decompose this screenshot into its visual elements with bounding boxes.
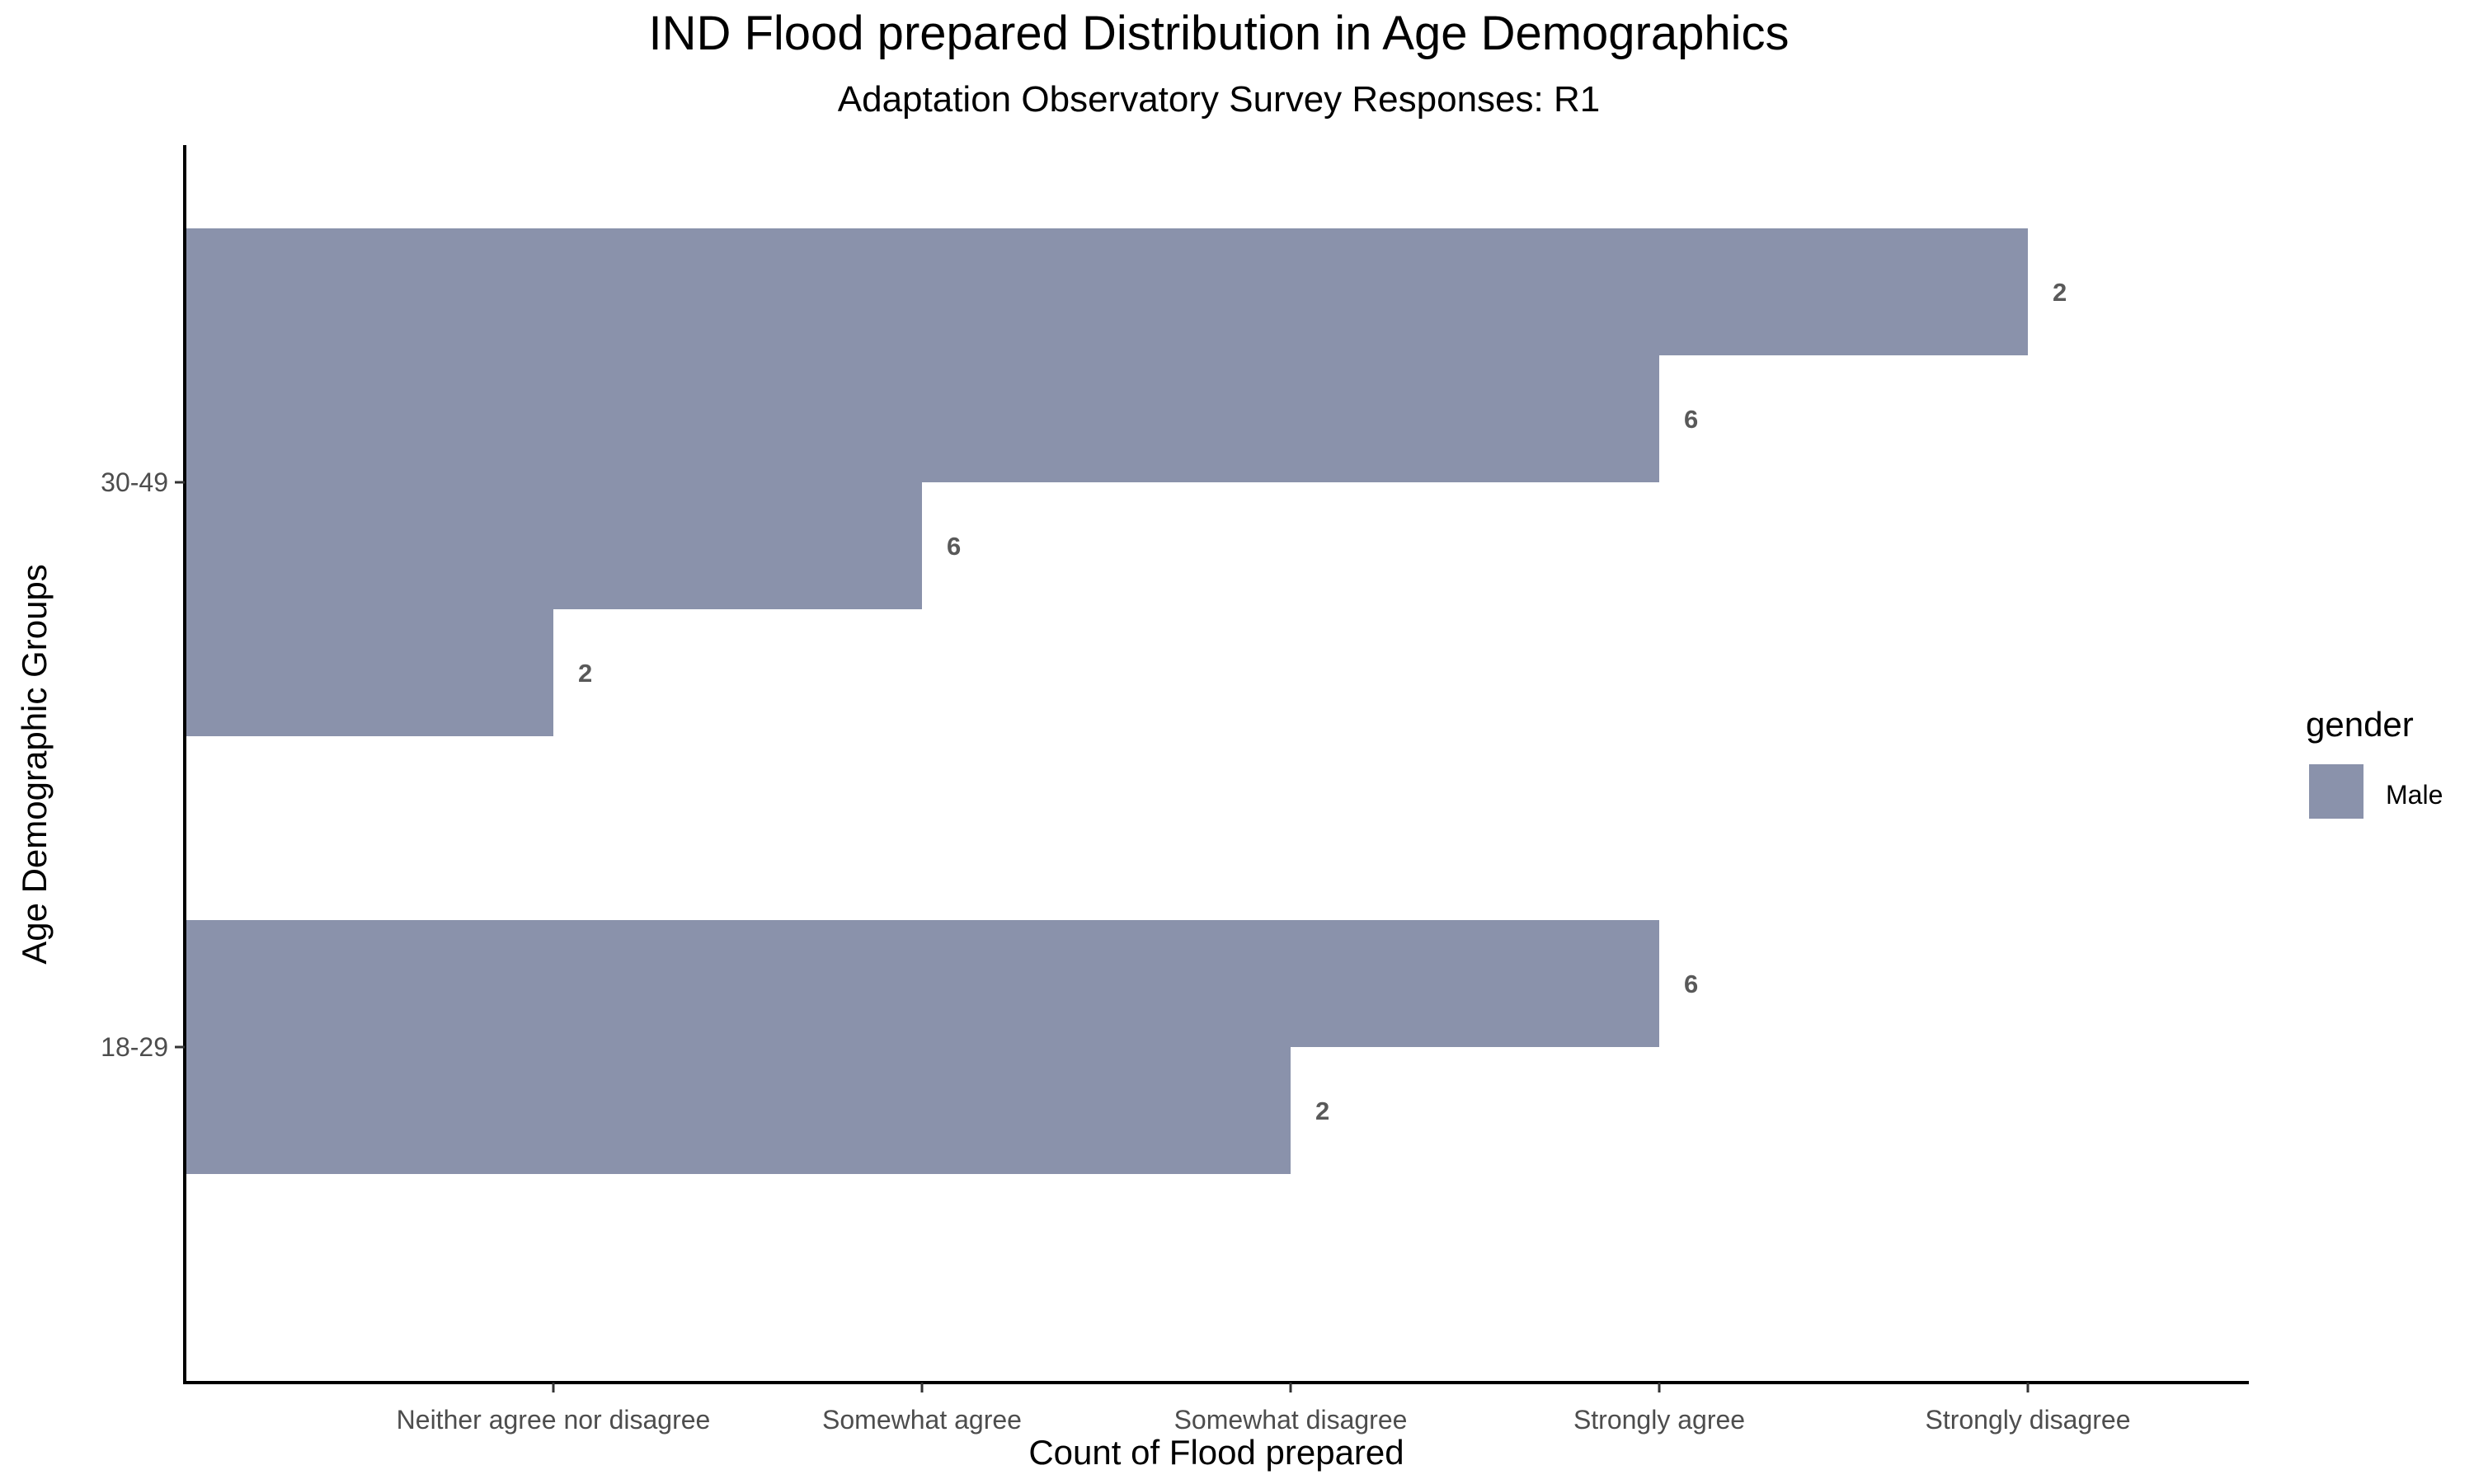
- legend-title: gender: [2306, 705, 2414, 744]
- x-tick-label-strongly-agree: Strongly agree: [1573, 1405, 1745, 1435]
- y-tick-label-30-49: 30-49: [101, 467, 168, 497]
- x-tick-label-strongly-disagree: Strongly disagree: [1925, 1405, 2130, 1435]
- bar-label-30-49-neither-agree-nor-disagree: 2: [578, 659, 592, 688]
- bar-30-49-strongly-agree: [185, 355, 1659, 482]
- x-tick-label-somewhat-agree: Somewhat agree: [822, 1405, 1022, 1435]
- bar-30-49-strongly-disagree: [185, 228, 2028, 355]
- bars-layer: [185, 228, 2028, 1174]
- bar-label-18-29-somewhat-disagree: 2: [1315, 1097, 1329, 1125]
- x-axis-title: Count of Flood prepared: [1028, 1433, 1404, 1472]
- y-ticks: 18-29 30-49: [101, 467, 185, 1062]
- legend-swatch-male: [2309, 764, 2363, 819]
- bar-labels-layer: 2 6 6 2 6 2: [578, 278, 2067, 1125]
- legend: gender Male: [2306, 705, 2443, 819]
- bar-30-49-somewhat-agree: [185, 482, 922, 609]
- y-axis-title: Age Demographic Groups: [15, 564, 54, 965]
- bar-18-29-strongly-agree: [185, 920, 1659, 1047]
- bar-label-30-49-strongly-disagree: 2: [2053, 278, 2067, 307]
- bar-label-30-49-somewhat-agree: 6: [947, 532, 961, 561]
- bar-label-30-49-strongly-agree: 6: [1684, 405, 1698, 434]
- x-tick-label-somewhat-disagree: Somewhat disagree: [1174, 1405, 1408, 1435]
- x-tick-label-neither-agree-nor-disagree: Neither agree nor disagree: [397, 1405, 711, 1435]
- bar-30-49-neither-agree-nor-disagree: [185, 609, 553, 736]
- bar-18-29-somewhat-disagree: [185, 1047, 1291, 1174]
- x-ticks: Neither agree nor disagree Somewhat agree…: [397, 1383, 2131, 1435]
- legend-label-male: Male: [2386, 780, 2443, 810]
- chart-title: IND Flood prepared Distribution in Age D…: [648, 7, 1789, 60]
- bar-label-18-29-strongly-agree: 6: [1684, 970, 1698, 998]
- y-tick-label-18-29: 18-29: [101, 1032, 168, 1062]
- chart-subtitle: Adaptation Observatory Survey Responses:…: [838, 79, 1600, 120]
